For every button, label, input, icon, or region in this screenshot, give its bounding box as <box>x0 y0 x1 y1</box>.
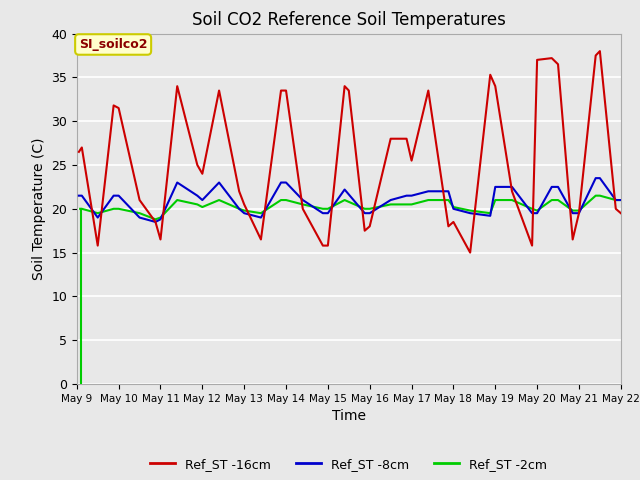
X-axis label: Time: Time <box>332 409 366 423</box>
Text: SI_soilco2: SI_soilco2 <box>79 38 147 51</box>
Legend: Ref_ST -16cm, Ref_ST -8cm, Ref_ST -2cm: Ref_ST -16cm, Ref_ST -8cm, Ref_ST -2cm <box>145 453 552 476</box>
Y-axis label: Soil Temperature (C): Soil Temperature (C) <box>31 138 45 280</box>
Title: Soil CO2 Reference Soil Temperatures: Soil CO2 Reference Soil Temperatures <box>192 11 506 29</box>
